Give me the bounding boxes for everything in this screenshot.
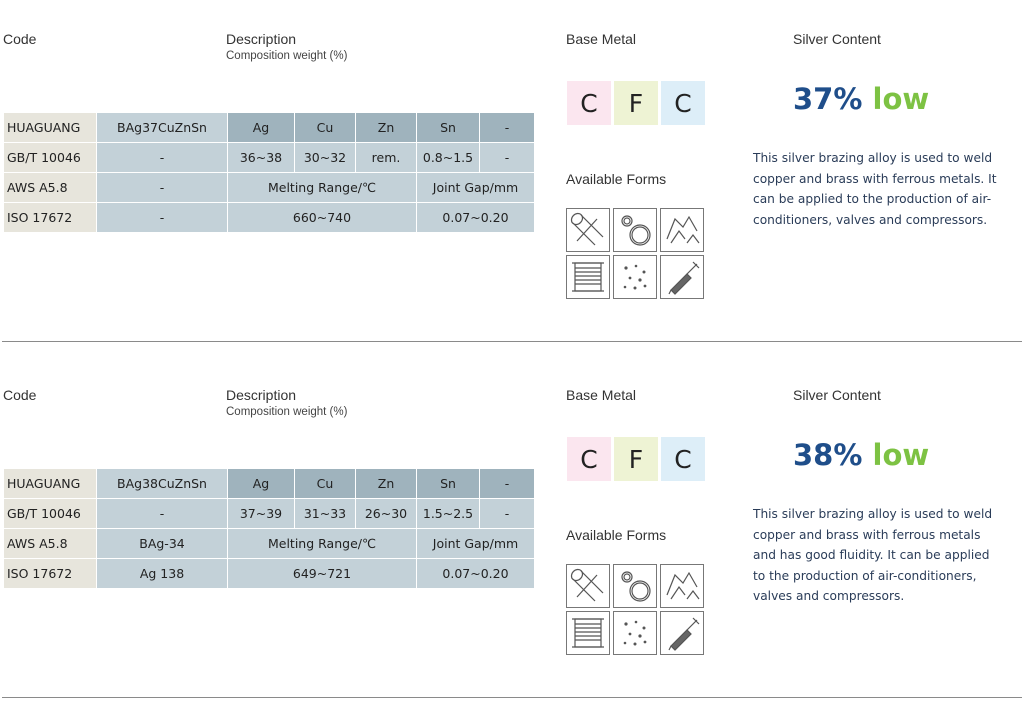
spec-table: HUAGUANG BAg37CuZnSn Ag Cu Zn Sn - GB/T … <box>3 112 535 233</box>
composition-value: 30~32 <box>295 143 355 172</box>
silver-content-header: Silver Content <box>793 387 881 403</box>
alloy-code: - <box>97 143 227 172</box>
available-forms-header: Available Forms <box>566 527 667 543</box>
standard-name: HUAGUANG <box>4 469 96 498</box>
paste-syringe-icon <box>660 611 704 655</box>
alloy-code: BAg-34 <box>97 529 227 558</box>
table-row: GB/T 10046 - 36~38 30~32 rem. 0.8~1.5 - <box>4 143 534 172</box>
base-metal-copper-alloy: C <box>661 81 705 125</box>
base-metal-header: Base Metal <box>566 31 637 47</box>
silver-percentage: 37% low <box>793 82 929 116</box>
flux-icon <box>660 208 704 252</box>
product-block: Code Description Composition weight (%) … <box>0 356 1024 712</box>
silver-percentage: 38% low <box>793 438 929 472</box>
code-header: Code <box>3 31 37 47</box>
composition-value: - <box>480 499 534 528</box>
joint-gap-label: Joint Gap/mm <box>417 173 534 202</box>
element-header: Zn <box>356 113 416 142</box>
table-row: AWS A5.8 - Melting Range/℃ Joint Gap/mm <box>4 173 534 202</box>
standard-name: ISO 17672 <box>4 559 96 588</box>
table-row: ISO 17672 - 660~740 0.07~0.20 <box>4 203 534 232</box>
silver-level: low <box>872 82 930 116</box>
element-header: - <box>480 113 534 142</box>
melting-range-value: 649~721 <box>228 559 416 588</box>
melting-range-label: Melting Range/℃ <box>228 173 416 202</box>
composition-value: 37~39 <box>228 499 294 528</box>
alloy-code: - <box>97 203 227 232</box>
spec-table: HUAGUANG BAg38CuZnSn Ag Cu Zn Sn - GB/T … <box>3 468 535 589</box>
joint-gap-value: 0.07~0.20 <box>417 203 534 232</box>
base-metal-header: Base Metal <box>566 387 637 403</box>
alloy-code: BAg37CuZnSn <box>97 113 227 142</box>
coil-icon <box>566 611 610 655</box>
composition-value: 36~38 <box>228 143 294 172</box>
description-header: Description <box>226 31 297 47</box>
available-forms-grid <box>566 208 708 300</box>
ring-icon <box>613 564 657 608</box>
section-divider <box>2 341 1022 342</box>
silver-percent-value: 38% <box>793 438 863 472</box>
code-header: Code <box>3 387 37 403</box>
alloy-code: BAg38CuZnSn <box>97 469 227 498</box>
table-row: HUAGUANG BAg37CuZnSn Ag Cu Zn Sn - <box>4 113 534 142</box>
rod-icon <box>566 564 610 608</box>
description-header: Description <box>226 387 297 403</box>
alloy-code: Ag 138 <box>97 559 227 588</box>
product-description: This silver brazing alloy is used to wel… <box>753 151 997 227</box>
element-header: Sn <box>417 469 479 498</box>
standard-name: AWS A5.8 <box>4 529 96 558</box>
composition-value: rem. <box>356 143 416 172</box>
table-row: GB/T 10046 - 37~39 31~33 26~30 1.5~2.5 - <box>4 499 534 528</box>
base-metal-ferrous: F <box>614 437 658 481</box>
table-row: ISO 17672 Ag 138 649~721 0.07~0.20 <box>4 559 534 588</box>
element-header: Sn <box>417 113 479 142</box>
available-forms-header: Available Forms <box>566 171 667 187</box>
composition-subheader: Composition weight (%) <box>226 50 348 62</box>
composition-value: 31~33 <box>295 499 355 528</box>
alloy-code: - <box>97 173 227 202</box>
element-header: Cu <box>295 469 355 498</box>
element-header: Cu <box>295 113 355 142</box>
available-forms-grid <box>566 564 708 656</box>
composition-value: 1.5~2.5 <box>417 499 479 528</box>
standard-name: HUAGUANG <box>4 113 96 142</box>
melting-range-value: 660~740 <box>228 203 416 232</box>
paste-syringe-icon <box>660 255 704 299</box>
element-header: - <box>480 469 534 498</box>
element-header: Zn <box>356 469 416 498</box>
composition-value: 0.8~1.5 <box>417 143 479 172</box>
standard-name: GB/T 10046 <box>4 143 96 172</box>
standard-name: GB/T 10046 <box>4 499 96 528</box>
table-row: HUAGUANG BAg38CuZnSn Ag Cu Zn Sn - <box>4 469 534 498</box>
joint-gap-value: 0.07~0.20 <box>417 559 534 588</box>
alloy-code: - <box>97 499 227 528</box>
base-metal-ferrous: F <box>614 81 658 125</box>
composition-subheader: Composition weight (%) <box>226 406 348 418</box>
flux-icon <box>660 564 704 608</box>
silver-percent-value: 37% <box>793 82 863 116</box>
product-block: Code Description Composition weight (%) … <box>3 31 997 300</box>
base-metal-copper: C <box>567 437 611 481</box>
rod-icon <box>566 208 610 252</box>
standard-name: AWS A5.8 <box>4 173 96 202</box>
standard-name: ISO 17672 <box>4 203 96 232</box>
composition-value: - <box>480 143 534 172</box>
powder-icon <box>613 255 657 299</box>
base-metal-copper: C <box>567 81 611 125</box>
melting-range-label: Melting Range/℃ <box>228 529 416 558</box>
ring-icon <box>613 208 657 252</box>
silver-level: low <box>872 438 930 472</box>
table-row: AWS A5.8 BAg-34 Melting Range/℃ Joint Ga… <box>4 529 534 558</box>
coil-icon <box>566 255 610 299</box>
joint-gap-label: Joint Gap/mm <box>417 529 534 558</box>
product-description: This silver brazing alloy is used to wel… <box>753 507 993 603</box>
section-divider <box>2 697 1022 698</box>
element-header: Ag <box>228 113 294 142</box>
silver-content-header: Silver Content <box>793 31 881 47</box>
powder-icon <box>613 611 657 655</box>
base-metal-copper-alloy: C <box>661 437 705 481</box>
composition-value: 26~30 <box>356 499 416 528</box>
element-header: Ag <box>228 469 294 498</box>
